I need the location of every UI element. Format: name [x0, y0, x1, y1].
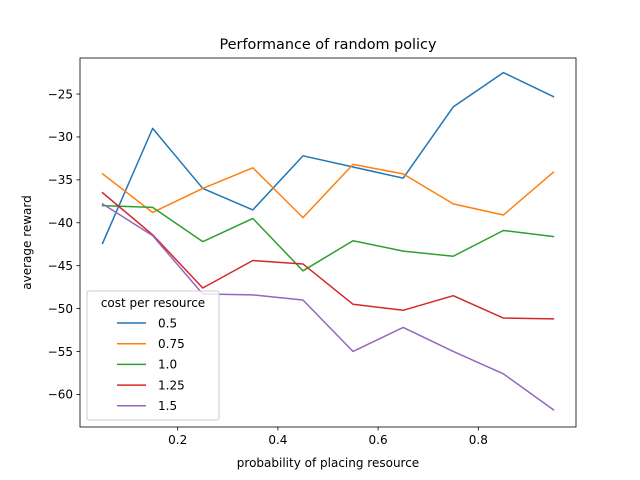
- series-line-1-5: [101, 202, 555, 411]
- y-axis-ticks: −60 −55 −50 −45 −40 −35 −30 −25: [48, 87, 80, 402]
- legend-box: [86, 290, 220, 421]
- y-tick-label: −25: [48, 87, 73, 101]
- y-axis-label: average reward: [20, 195, 34, 290]
- x-tick-label: 0.4: [268, 433, 287, 447]
- y-tick-label: −30: [48, 130, 73, 144]
- y-tick-label: −55: [48, 345, 73, 359]
- x-tick-label: 0.6: [369, 433, 388, 447]
- y-tick-label: −50: [48, 302, 73, 316]
- chart-title: Performance of random policy: [220, 37, 437, 53]
- series-line-1-25: [101, 191, 555, 320]
- y-tick-label: −35: [48, 173, 73, 187]
- y-tick-label: −45: [48, 259, 73, 273]
- y-tick-label: −60: [48, 388, 73, 402]
- legend-label: 1.0: [158, 358, 177, 372]
- legend-label: 0.5: [158, 316, 177, 330]
- legend-entries: 0.5 0.75 1.0 1.25 1.5: [117, 316, 185, 413]
- legend-label: 1.25: [158, 378, 185, 392]
- legend-label: 1.5: [158, 399, 177, 413]
- x-tick-label: 0.2: [168, 433, 187, 447]
- series-line-0-5: [101, 71, 555, 245]
- legend-label: 0.75: [158, 337, 185, 351]
- x-axis-label: probability of placing resource: [237, 456, 419, 470]
- legend-title: cost per resource: [101, 296, 205, 310]
- x-tick-label: 0.8: [469, 433, 488, 447]
- series-line-1-0: [101, 204, 555, 272]
- y-tick-label: −40: [48, 216, 73, 230]
- series-line-0-75: [101, 163, 555, 219]
- plot-frame: [79, 57, 577, 428]
- x-axis-ticks: 0.2 0.4 0.6 0.8: [168, 427, 488, 447]
- legend: cost per resource 0.5 0.75 1.0 1.25 1.5: [86, 290, 220, 421]
- plot-lines: [101, 71, 555, 411]
